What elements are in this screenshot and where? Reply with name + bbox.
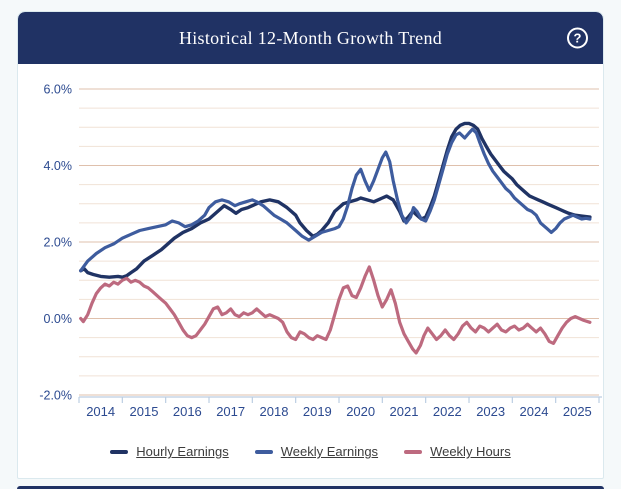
y-tick-label: 4.0% xyxy=(44,159,73,173)
y-tick-label: 0.0% xyxy=(44,312,73,326)
legend-item-hourly-earnings[interactable]: Hourly Earnings xyxy=(110,444,229,459)
page-title: Historical 12-Month Growth Trend xyxy=(178,27,443,48)
x-tick-label: 2020 xyxy=(346,404,375,419)
growth-trend-chart[interactable]: 6.0% 4.0% 2.0% 0.0% -2.0% 2014 2015 2016 2017 201… xyxy=(18,64,604,444)
y-tick-label: 6.0% xyxy=(44,83,73,97)
x-tick-label: 2021 xyxy=(390,404,419,419)
legend-label-weekly-earnings: Weekly Earnings xyxy=(280,444,379,459)
legend-swatch-hourly-earnings xyxy=(110,449,129,454)
x-tick-label: 2024 xyxy=(520,404,549,419)
help-button[interactable]: ? xyxy=(567,27,588,49)
legend-swatch-weekly-earnings xyxy=(254,449,273,454)
x-tick-label: 2017 xyxy=(216,404,245,419)
legend-label-weekly-hours: Weekly Hours xyxy=(430,444,511,459)
question-mark-icon: ? xyxy=(573,30,582,46)
growth-trend-card: Historical 12-Month Growth Trend ? 6.0% 4… xyxy=(17,11,604,479)
legend-swatch-weekly-hours xyxy=(404,449,423,454)
y-tick-label: -2.0% xyxy=(39,389,72,403)
x-tick-label: 2019 xyxy=(303,404,332,419)
x-tick-label: 2025 xyxy=(563,404,592,419)
series-line-weekly-hours xyxy=(79,265,592,355)
x-tick-label: 2018 xyxy=(260,404,289,419)
x-tick-label: 2014 xyxy=(86,404,115,419)
x-tick-label: 2015 xyxy=(130,404,159,419)
x-tick-label: 2023 xyxy=(476,404,505,419)
x-tick-label: 2022 xyxy=(433,404,462,419)
legend-label-hourly-earnings: Hourly Earnings xyxy=(136,444,229,459)
legend-item-weekly-earnings[interactable]: Weekly Earnings xyxy=(254,444,379,459)
chart-legend: Hourly Earnings Weekly Earnings Weekly Hou… xyxy=(18,444,603,459)
next-card-top-edge xyxy=(17,486,604,489)
x-tick-label: 2016 xyxy=(173,404,202,419)
series-line-hourly-earnings xyxy=(79,121,592,279)
series-line-weekly-earnings xyxy=(79,127,592,273)
y-tick-label: 2.0% xyxy=(44,236,73,250)
legend-item-weekly-hours[interactable]: Weekly Hours xyxy=(404,444,511,459)
card-header: Historical 12-Month Growth Trend ? xyxy=(18,12,603,64)
